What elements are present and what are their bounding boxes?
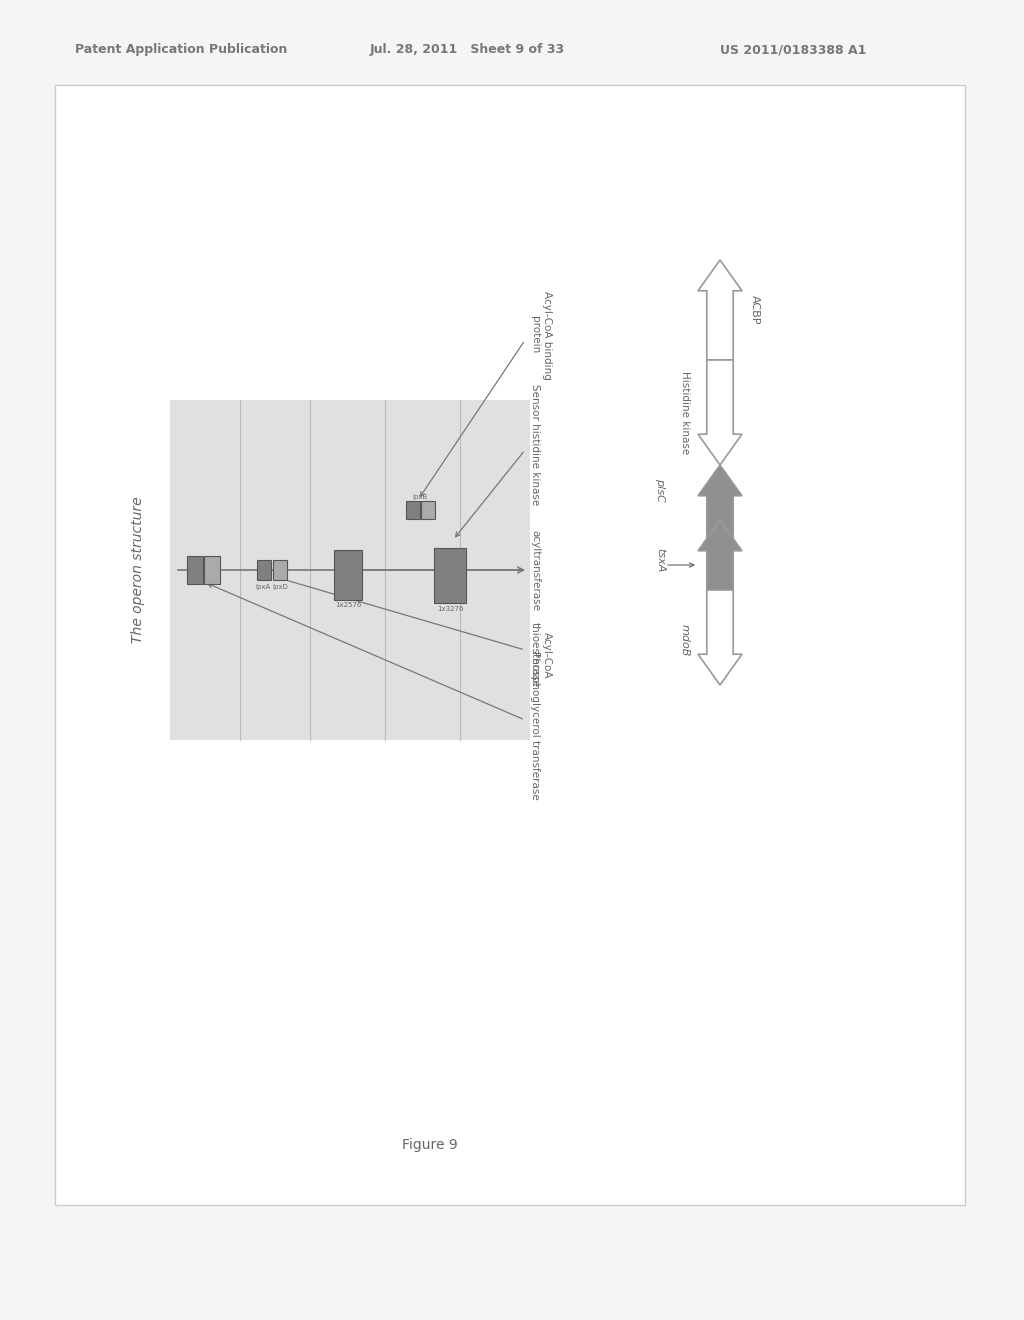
FancyBboxPatch shape: [334, 550, 362, 601]
Text: lpxA: lpxA: [255, 583, 270, 590]
FancyBboxPatch shape: [406, 502, 420, 519]
FancyBboxPatch shape: [204, 556, 220, 583]
Polygon shape: [698, 260, 742, 360]
Polygon shape: [698, 360, 742, 465]
Polygon shape: [698, 465, 742, 540]
Text: Acyl-CoA
thioesterase: Acyl-CoA thioesterase: [530, 623, 552, 688]
Text: The operon structure: The operon structure: [131, 496, 145, 643]
Text: Sensor histidine kinase: Sensor histidine kinase: [530, 384, 540, 506]
Text: US 2011/0183388 A1: US 2011/0183388 A1: [720, 44, 866, 57]
FancyBboxPatch shape: [187, 556, 203, 583]
Polygon shape: [698, 520, 742, 590]
Text: Acyl-CoA binding
protein: Acyl-CoA binding protein: [530, 290, 552, 379]
Polygon shape: [698, 590, 742, 685]
Text: lpxD: lpxD: [272, 583, 288, 590]
Text: 1x3276: 1x3276: [437, 606, 463, 612]
Text: ACBP: ACBP: [750, 296, 760, 325]
Text: mdoB: mdoB: [680, 624, 690, 656]
FancyBboxPatch shape: [273, 560, 287, 579]
FancyBboxPatch shape: [257, 560, 271, 579]
FancyBboxPatch shape: [434, 548, 466, 602]
Text: Patent Application Publication: Patent Application Publication: [75, 44, 288, 57]
Text: lpxB: lpxB: [413, 494, 428, 500]
Text: 1x2576: 1x2576: [335, 602, 361, 609]
FancyBboxPatch shape: [170, 400, 530, 741]
FancyBboxPatch shape: [55, 84, 965, 1205]
Text: Histidine kinase: Histidine kinase: [680, 371, 690, 454]
Text: Figure 9: Figure 9: [402, 1138, 458, 1152]
FancyBboxPatch shape: [421, 502, 435, 519]
Text: plsC: plsC: [655, 478, 665, 502]
Text: Phosphoglycerol transferase: Phosphoglycerol transferase: [530, 651, 540, 800]
Text: acyltransferase: acyltransferase: [530, 529, 540, 610]
Text: tsxA: tsxA: [655, 548, 665, 572]
Text: Jul. 28, 2011   Sheet 9 of 33: Jul. 28, 2011 Sheet 9 of 33: [370, 44, 565, 57]
